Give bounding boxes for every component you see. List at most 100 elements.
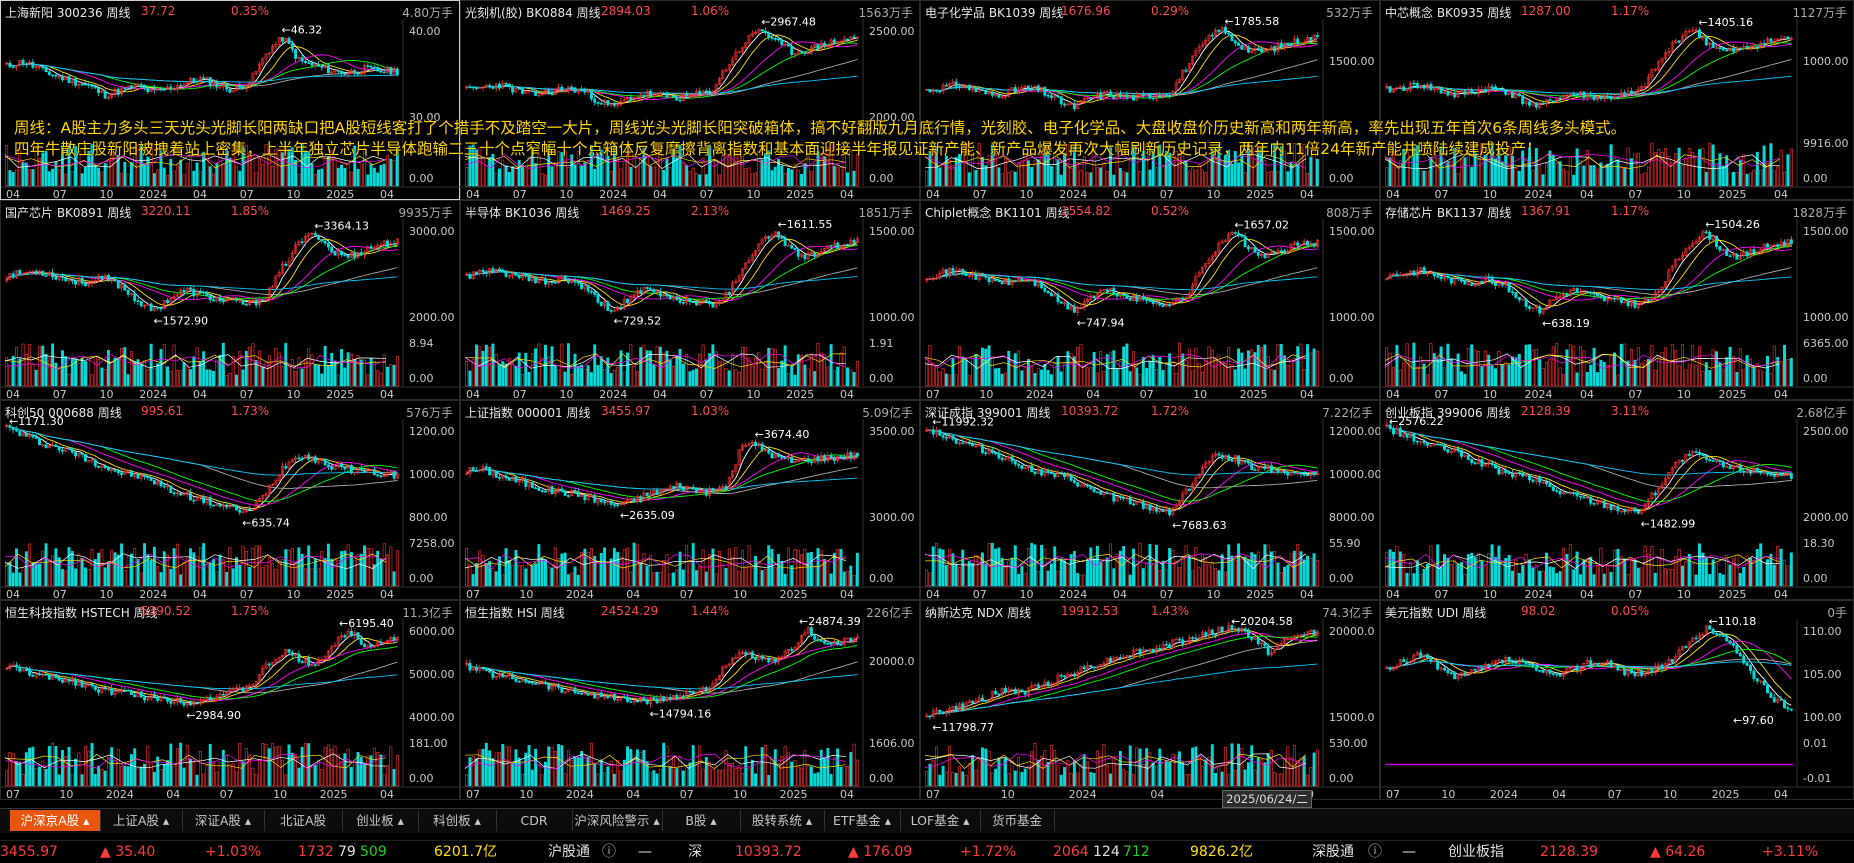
candle-body (981, 90, 983, 91)
volume-bar (48, 358, 50, 386)
last-price: 1469.25 (601, 204, 651, 218)
candle-body (1136, 295, 1138, 301)
volume-bar (1214, 569, 1216, 586)
volume-bar (271, 166, 273, 186)
volume-bar (853, 372, 855, 386)
candle-body (51, 273, 53, 277)
candle-body (354, 71, 356, 74)
volume-bar (1467, 348, 1469, 386)
candle-body (124, 284, 126, 290)
candle-body (1647, 300, 1649, 301)
volume-bar (1647, 167, 1649, 186)
candle-body (958, 87, 960, 88)
volume-bar (347, 164, 349, 186)
volume-bar (1722, 575, 1724, 586)
volume-bar (1518, 354, 1520, 386)
volume-bar (1214, 358, 1216, 386)
volume-bar (1403, 554, 1405, 586)
change-percent: 0.52% (1151, 204, 1189, 218)
volume-bar (114, 553, 116, 586)
volume-bar (12, 573, 14, 586)
volume-bar (255, 173, 257, 186)
candle-body (1590, 292, 1592, 293)
volume-bar (1316, 159, 1318, 186)
volume-bar (1559, 162, 1561, 186)
candle-body (1630, 91, 1632, 93)
candle-body (344, 467, 346, 469)
volume-bar (1168, 354, 1170, 386)
volume-bar (193, 357, 195, 386)
candle-body (1224, 27, 1226, 33)
candle-body (1773, 475, 1775, 476)
volume-bar (1277, 172, 1279, 186)
volume-bar (157, 567, 159, 586)
volume-bar (317, 170, 319, 186)
volume-bar (1175, 561, 1177, 586)
candle-body (640, 290, 642, 293)
candle-body (994, 279, 996, 281)
candle-body (1681, 460, 1683, 461)
candle-body (1783, 242, 1785, 246)
volume-bar (1142, 357, 1144, 386)
candle-body (1528, 102, 1530, 106)
candle-body (180, 493, 182, 495)
candle-body (1535, 103, 1537, 108)
candle-body (68, 448, 70, 449)
candle-body (998, 94, 1000, 97)
volume-bar (5, 145, 7, 186)
volume-bar (206, 765, 208, 786)
volume-bar (183, 562, 185, 586)
volume-bar (1406, 573, 1408, 586)
volume-bar (189, 549, 191, 586)
volume-bar (127, 767, 129, 786)
volume-bar (492, 344, 494, 386)
volume-bar (1031, 167, 1033, 186)
candle-body (613, 103, 615, 105)
volume-bar (1763, 372, 1765, 386)
candle-body (209, 498, 211, 506)
candle-body (219, 297, 221, 300)
volume-bar (521, 565, 523, 586)
candle-body (150, 478, 152, 481)
candle-body (281, 37, 283, 41)
volume-bar (985, 166, 987, 186)
candle-body (561, 489, 563, 492)
candle-body (1247, 47, 1249, 53)
volume-bar (304, 744, 306, 786)
candle-body (791, 46, 793, 54)
candle-body (232, 505, 234, 506)
candle-body (55, 445, 57, 447)
volume-bar (748, 546, 750, 586)
volume-bar (1067, 564, 1069, 586)
candle-body (1518, 473, 1520, 474)
